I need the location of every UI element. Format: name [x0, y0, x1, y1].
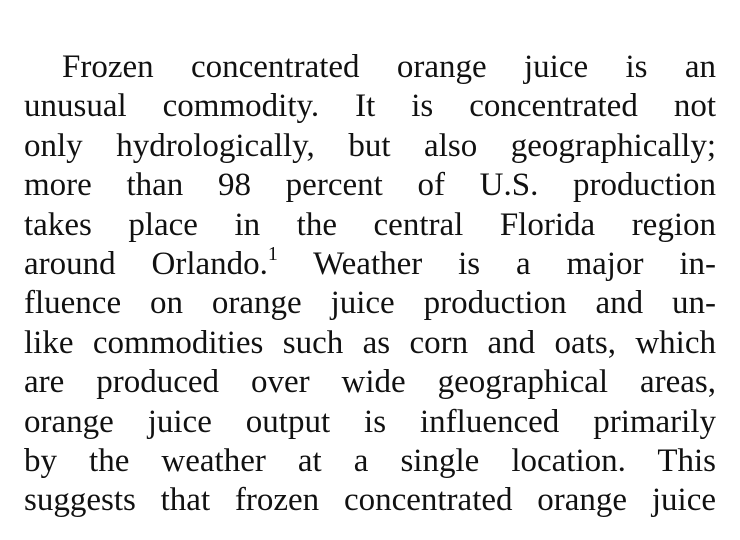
text-line: unusual commodity. It is concentrated no… — [24, 88, 716, 125]
text-line: by the weather at a single location. Thi… — [24, 442, 716, 479]
body-paragraph: Frozen concentrated orange juice is an u… — [24, 48, 716, 521]
footnote-marker: 1 — [267, 242, 278, 265]
text-line: more than 98 percent of U.S. production — [24, 167, 716, 204]
text-line: suggests that frozen concentrated orange… — [24, 482, 716, 519]
text-line: Frozen concentrated orange juice is an — [62, 49, 716, 85]
text-fragment: Weather is a major in- — [313, 245, 716, 282]
document-page: Frozen concentrated orange juice is an u… — [24, 48, 716, 521]
text-line-with-footnote: around Orlando.1 Weather is a major in- — [24, 242, 716, 284]
text-fragment: around Orlando. — [24, 245, 268, 282]
text-line: only hydrologically, but also geographic… — [24, 127, 716, 164]
text-line: like commodities such as corn and oats, … — [24, 324, 716, 361]
text-line: are produced over wide geographical area… — [24, 364, 716, 401]
text-line: fluence on orange juice production and u… — [24, 285, 716, 322]
text-line: orange juice output is influenced primar… — [24, 403, 716, 440]
text-line: takes place in the central Florida regio… — [24, 206, 716, 243]
